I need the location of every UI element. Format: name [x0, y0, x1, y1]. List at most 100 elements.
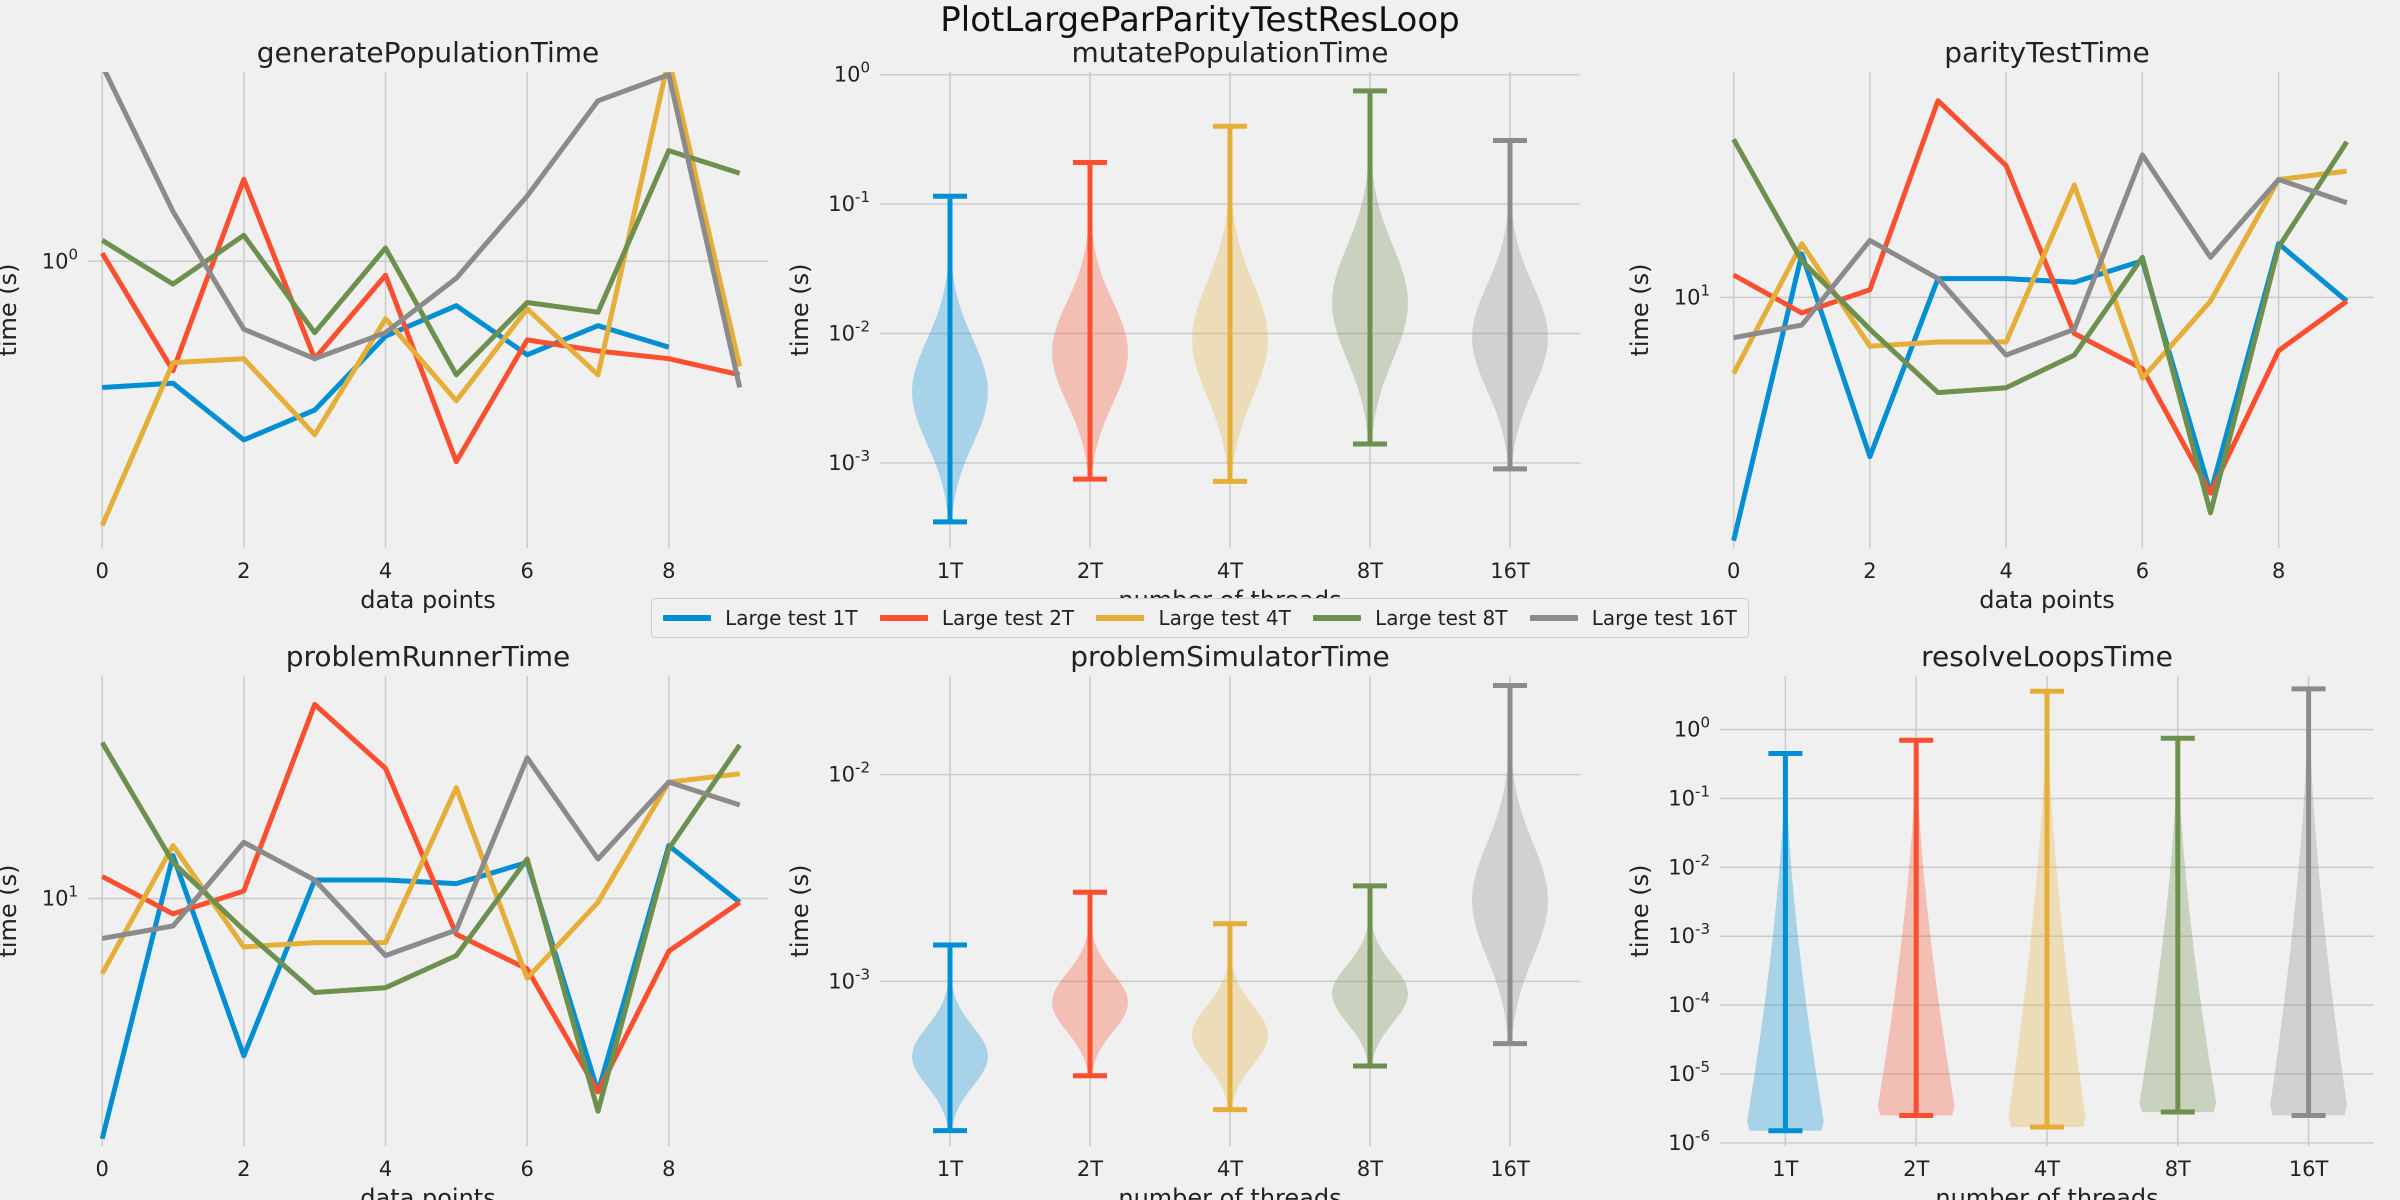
legend-item-16t: Large test 16T — [1529, 606, 1737, 630]
legend-item-4t: Large test 4T — [1096, 606, 1291, 630]
series-line-16t — [1733, 152, 2348, 358]
y-tick-label: 10-2 — [828, 759, 870, 787]
x-axis-label: number of threads — [1118, 1184, 1341, 1200]
legend-label-1t: Large test 1T — [725, 606, 858, 630]
legend-label-2t: Large test 2T — [941, 606, 1075, 630]
legend-item-1t: Large test 1T — [663, 606, 858, 630]
y-tick-label: 101 — [42, 882, 78, 910]
x-tick-label: 6 — [520, 559, 533, 583]
legend-swatch-1t — [663, 615, 712, 621]
figure-title: PlotLargeParParityTestResLoop — [940, 0, 1460, 40]
legend-swatch-4t — [1096, 615, 1145, 621]
x-tick-label-8t: 8T — [2165, 1157, 2191, 1181]
y-tick-label: 100 — [42, 245, 78, 273]
x-tick-label: 2 — [237, 559, 250, 583]
x-tick-label: 8 — [2272, 559, 2285, 583]
x-tick-label: 4 — [379, 1157, 392, 1181]
series-line-8t — [100, 148, 741, 378]
x-tick-label-16t: 16T — [1490, 559, 1530, 583]
x-tick-label-8t: 8T — [1357, 559, 1383, 583]
x-axis-label: data points — [1979, 586, 2114, 614]
y-tick-label: 100 — [834, 59, 870, 87]
x-tick-label: 2 — [237, 1157, 250, 1181]
plot-area — [99, 701, 742, 1140]
x-axis-label: data points — [360, 1184, 495, 1200]
legend-item-2t: Large test 2T — [879, 606, 1075, 630]
x-tick-label: 0 — [95, 559, 108, 583]
x-tick-label-4t: 4T — [2034, 1157, 2060, 1181]
plot-area — [99, 72, 743, 527]
x-tick-label-1t: 1T — [937, 1157, 963, 1181]
x-tick-label: 4 — [1999, 559, 2012, 583]
subplot-problemRunnerTime: 0 2 4 6 8 101 problemRunnerTime data points time… — [0, 640, 768, 1200]
y-axis-label: time (s) — [1626, 864, 1654, 957]
y-tick-label: 10-5 — [1668, 1058, 1710, 1086]
x-tick-label-1t: 1T — [937, 559, 963, 583]
x-tick-label-4t: 4T — [1217, 559, 1243, 583]
subplot-generatePopulationTime: 0 2 4 6 8 100 generatePopulationTime data point… — [0, 36, 768, 614]
subplot-title: problemSimulatorTime — [1070, 640, 1390, 673]
y-axis-label: time (s) — [786, 263, 814, 356]
x-tick-label: 0 — [1727, 559, 1740, 583]
legend-swatch-8t — [1313, 615, 1362, 621]
subplot-title: problemRunnerTime — [286, 640, 571, 673]
legend-swatch-2t — [879, 615, 928, 621]
series-line-8t — [100, 741, 742, 1114]
y-axis-label: time (s) — [786, 864, 814, 957]
x-tick-label-4t: 4T — [1217, 1157, 1243, 1181]
subplot-title: parityTestTime — [1944, 36, 2149, 69]
y-tick-label: 10-2 — [828, 318, 870, 346]
legend-swatch-16t — [1529, 615, 1578, 621]
y-tick-label: 101 — [1674, 281, 1710, 309]
x-tick-label: 4 — [379, 559, 392, 583]
x-tick-label-1t: 1T — [1772, 1157, 1798, 1181]
x-tick-label-16t: 16T — [1490, 1157, 1530, 1181]
series-line-4t — [99, 72, 743, 527]
x-axis-label: number of threads — [1935, 1184, 2158, 1200]
x-tick-label: 6 — [520, 1157, 533, 1181]
x-tick-label-2t: 2T — [1903, 1157, 1929, 1181]
legend: Large test 1T Large test 2T Large test 4… — [651, 598, 1749, 638]
subplot-title: mutatePopulationTime — [1072, 36, 1389, 69]
series-line-16t — [101, 755, 741, 959]
y-tick-label: 10-2 — [1668, 851, 1710, 879]
y-axis-label: time (s) — [1626, 263, 1654, 356]
x-tick-label: 2 — [1863, 559, 1876, 583]
y-tick-label: 10-1 — [1668, 782, 1710, 810]
subplot-title: generatePopulationTime — [257, 36, 599, 69]
series-line-2t — [101, 701, 742, 1095]
y-tick-label: 10-4 — [1668, 989, 1710, 1017]
y-axis-label: time (s) — [0, 263, 22, 356]
x-tick-label: 0 — [95, 1157, 108, 1181]
x-tick-label-8t: 8T — [1357, 1157, 1383, 1181]
legend-label-16t: Large test 16T — [1591, 606, 1737, 630]
y-tick-label: 10-1 — [828, 188, 870, 216]
y-tick-label: 100 — [1674, 714, 1710, 742]
series-line-1t — [99, 843, 742, 1140]
y-tick-label: 10-3 — [828, 965, 870, 993]
series-line-8t — [1731, 138, 2349, 516]
y-axis-label: time (s) — [0, 864, 22, 957]
y-tick-label: 10-6 — [1668, 1127, 1710, 1155]
plot-area — [912, 682, 1548, 1134]
subplot-problemSimulatorTime: 1T 2T 4T 8T 16T 10-3 10-2 problemSimulatorTime n… — [786, 640, 1580, 1200]
subplot-parityTestTime: 0 2 4 6 8 101 parityTestTime data points time (s… — [1626, 36, 2374, 614]
x-axis-label: data points — [360, 586, 495, 614]
legend-item-8t: Large test 8T — [1313, 606, 1507, 630]
series-line-2t — [1732, 98, 2349, 496]
plot-area — [912, 88, 1548, 525]
plot-area — [1731, 98, 2349, 542]
x-tick-label-2t: 2T — [1077, 1157, 1103, 1181]
subplot-title: resolveLoopsTime — [1921, 640, 2173, 673]
x-tick-label-2t: 2T — [1077, 559, 1103, 583]
subplot-resolveLoopsTime: 1T 2T 4T 8T 16T 10-6 10-5 10-4 10-3 10-2 10-1 100 re… — [1626, 640, 2374, 1200]
series-line-1t — [1731, 241, 2349, 542]
series-line-1t — [102, 303, 670, 443]
x-tick-label: 6 — [2136, 559, 2149, 583]
x-tick-label: 8 — [662, 559, 675, 583]
y-tick-label: 10-3 — [1668, 920, 1710, 948]
subplot-mutatePopulationTime: 1T 2T 4T 8T 16T 10-3 10-2 10-1 100 mutatePopulati… — [786, 36, 1580, 614]
x-tick-label-16t: 16T — [2289, 1157, 2329, 1181]
legend-label-4t: Large test 4T — [1158, 606, 1291, 630]
